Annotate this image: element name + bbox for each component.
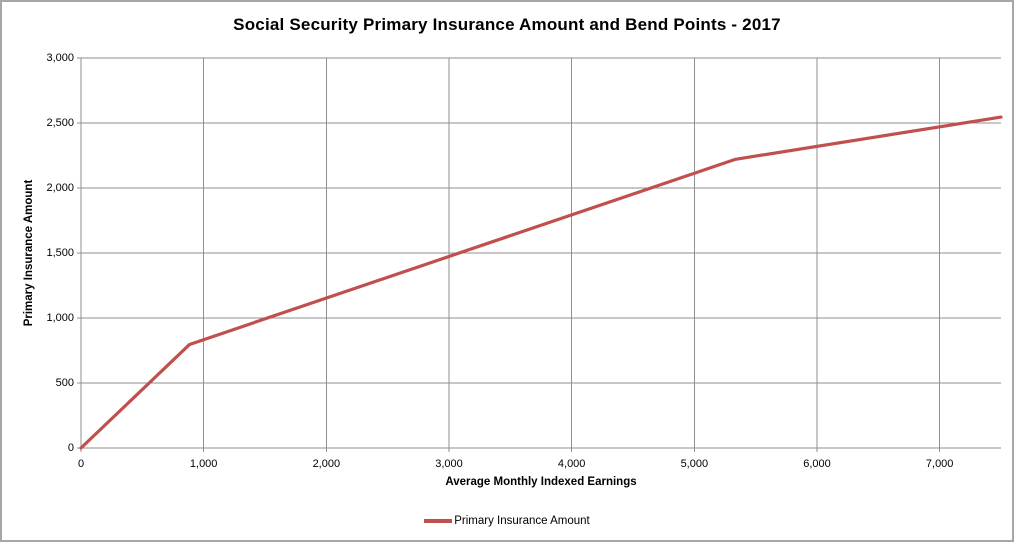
series-line bbox=[79, 115, 1003, 450]
x-tick-label: 4,000 bbox=[557, 458, 586, 470]
x-tick-label: 5,000 bbox=[680, 458, 709, 470]
y-tick-label: 2,000 bbox=[46, 182, 74, 194]
legend-line-swatch bbox=[424, 519, 453, 523]
y-tick-label: 0 bbox=[67, 442, 74, 454]
x-tick-label: 7,000 bbox=[925, 458, 954, 470]
y-tick-label: 2,500 bbox=[46, 117, 74, 129]
x-axis-title: Average Monthly Indexed Earnings bbox=[445, 476, 637, 488]
y-tick-label: 500 bbox=[55, 377, 74, 389]
chart-title: Social Security Primary Insurance Amount… bbox=[233, 15, 781, 34]
y-tick-label: 1,500 bbox=[46, 247, 74, 259]
x-tick-label: 3,000 bbox=[435, 458, 463, 470]
legend: Primary Insurance Amount bbox=[2, 515, 1012, 527]
x-tick-label: 2,000 bbox=[312, 458, 341, 470]
y-tick-label: 3,000 bbox=[46, 52, 74, 64]
x-tick-label: 0 bbox=[77, 458, 85, 470]
y-tick-label: 1,000 bbox=[46, 312, 74, 324]
y-axis-title: Primary Insurance Amount bbox=[23, 179, 35, 327]
legend-label: Primary Insurance Amount bbox=[454, 515, 590, 527]
x-tick-label: 6,000 bbox=[803, 458, 831, 470]
x-tick-label: 1,000 bbox=[189, 458, 218, 470]
